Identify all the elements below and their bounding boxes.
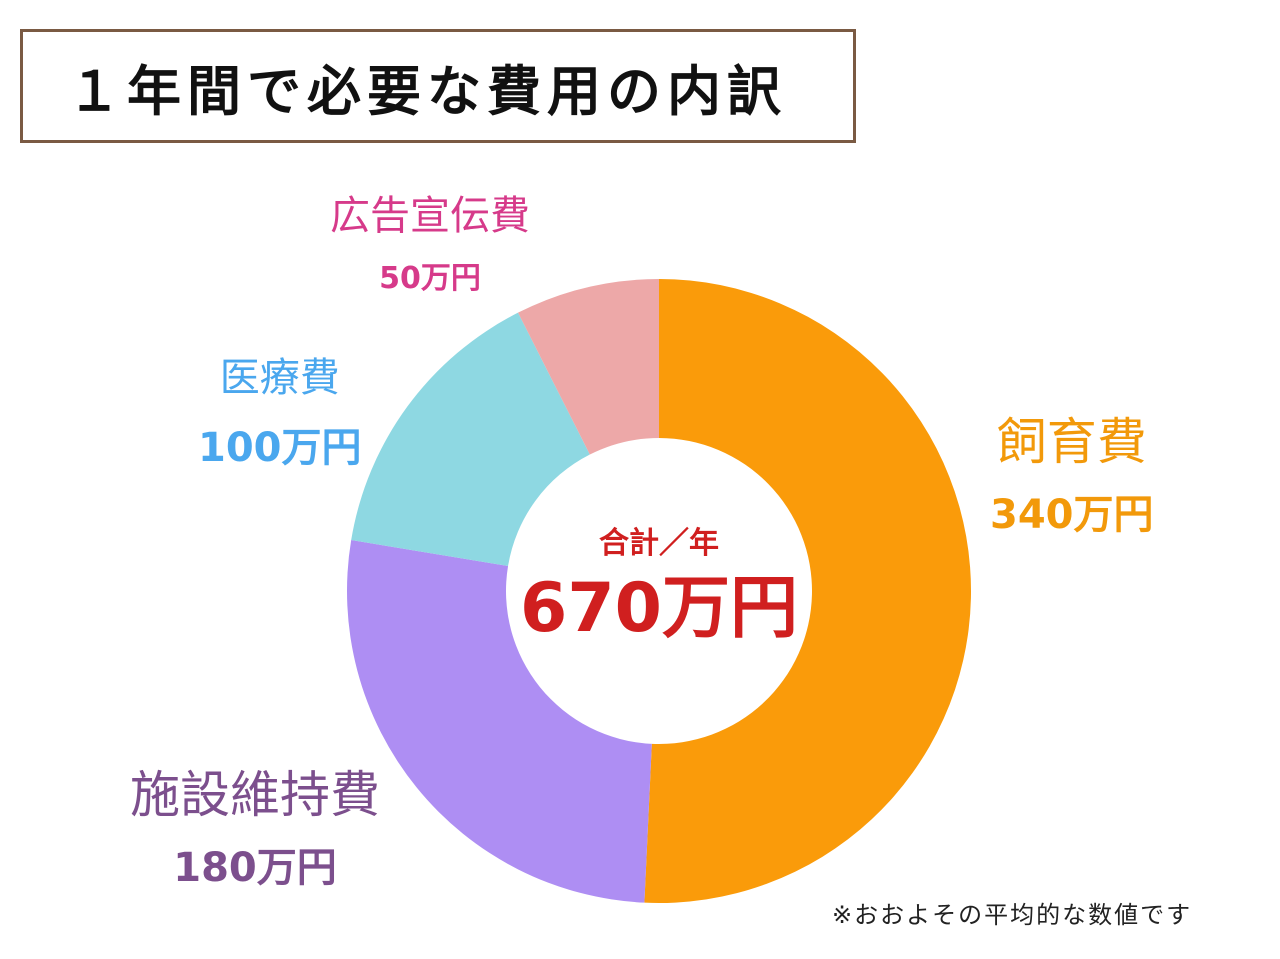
title-box: １年間で必要な費用の内訳 — [20, 29, 856, 143]
slice-name: 医療費 — [219, 355, 340, 401]
slice-value: 100万円 — [198, 425, 362, 471]
slice-3 — [518, 279, 659, 455]
center-label: 合計／年 — [599, 526, 719, 561]
slice-value: 340万円 — [990, 492, 1154, 538]
slice-label-advertising: 広告宣伝費 50万円 — [330, 183, 530, 297]
slice-name: 飼育費 — [996, 413, 1147, 471]
slice-label-feeding: 飼育費 340万円 — [990, 402, 1154, 540]
slice-name: 施設維持費 — [130, 766, 380, 824]
footnote: ※おおよその平均的な数値です — [832, 901, 1193, 929]
center-total: 670万円 — [520, 569, 798, 648]
slice-label-facility: 施設維持費 180万円 — [130, 755, 380, 893]
slice-label-medical: 医療費 100万円 — [198, 345, 362, 473]
chart-title: １年間で必要な費用の内訳 — [67, 59, 787, 123]
slice-name: 広告宣伝費 — [330, 193, 530, 239]
slice-value: 180万円 — [173, 845, 337, 891]
slice-1 — [347, 540, 652, 903]
slice-value: 50万円 — [379, 261, 481, 296]
slice-2 — [351, 312, 590, 567]
slice-0 — [644, 279, 972, 903]
